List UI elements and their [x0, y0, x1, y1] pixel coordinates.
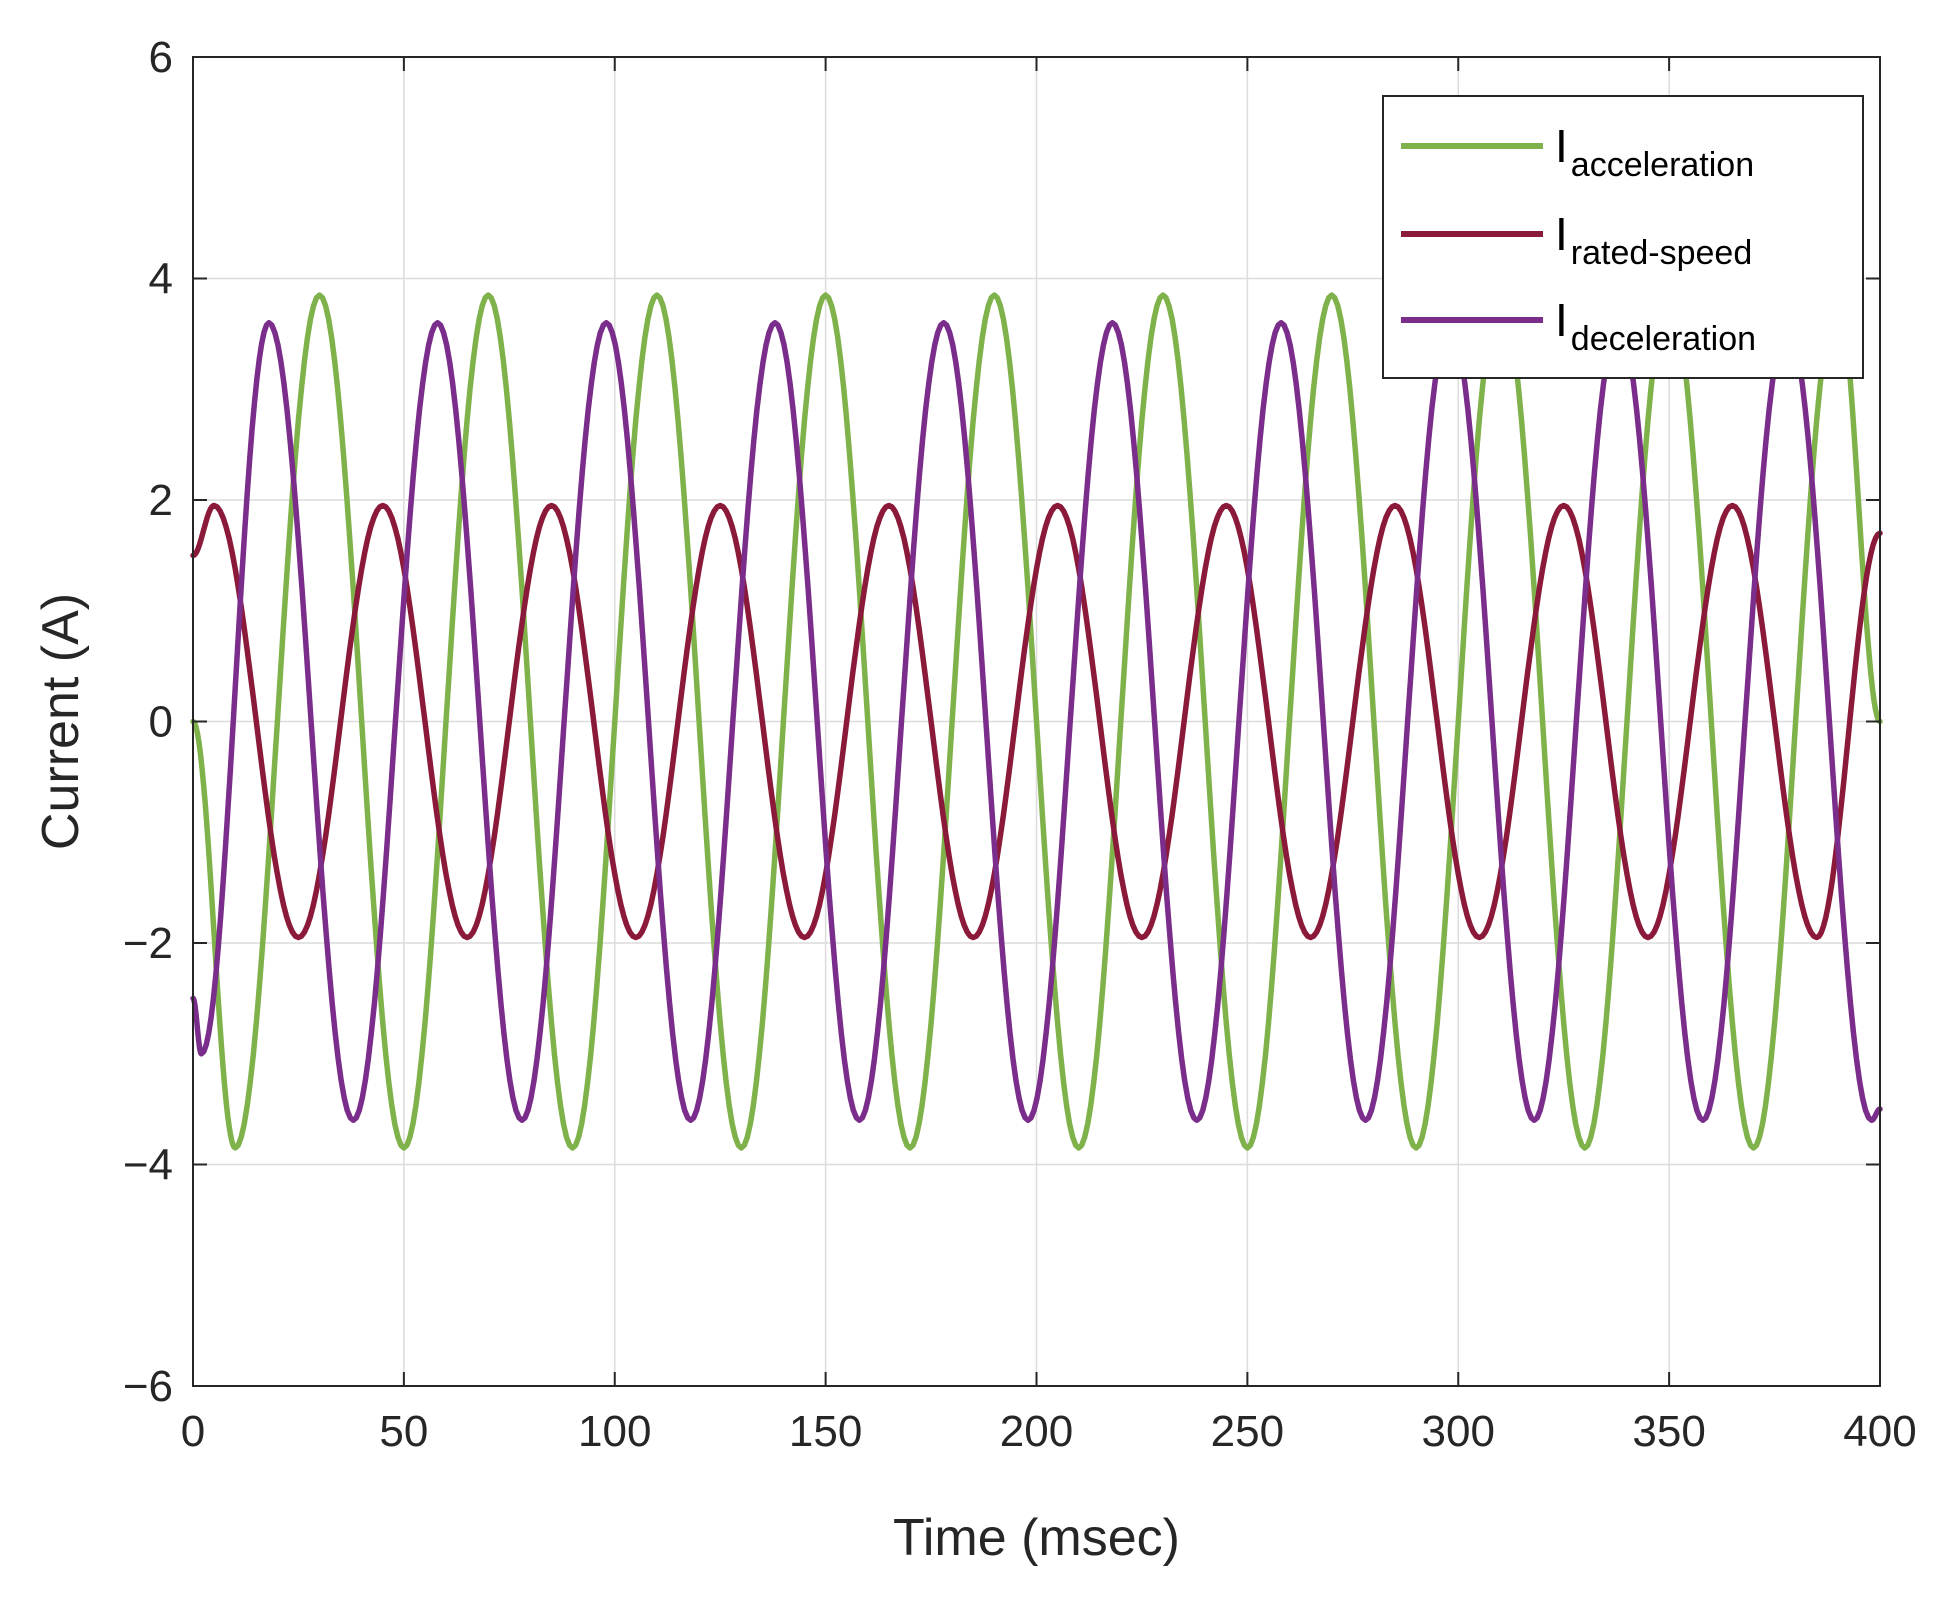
x-tick-label: 100: [578, 1407, 651, 1456]
x-tick-label: 300: [1422, 1407, 1495, 1456]
plot-lines: [190, 292, 1883, 1151]
x-tick-label: 200: [1000, 1407, 1073, 1456]
y-axis-ticks: −6 −4 −2 0 2 4 6: [123, 33, 1880, 1411]
x-tick-label: 50: [379, 1407, 428, 1456]
legend: Iacceleration Irated-speed Ideceleration: [1382, 95, 1864, 379]
x-tick-label: 350: [1632, 1407, 1705, 1456]
x-tick-label: 150: [789, 1407, 862, 1456]
x-tick-label: 0: [181, 1407, 205, 1456]
y-axis-title: Current (A): [32, 593, 90, 850]
x-tick-label: 400: [1843, 1407, 1916, 1456]
y-tick-label: −2: [123, 919, 173, 968]
x-axis-ticks: 0 50 100 150 200 250 300 350 400: [181, 57, 1917, 1456]
y-tick-label: 2: [149, 476, 173, 525]
y-tick-label: 6: [149, 33, 173, 82]
x-axis-title: Time (msec): [893, 1509, 1180, 1567]
legend-label: Iacceleration: [1555, 120, 1754, 184]
series-line-ideceleration: [190, 320, 1883, 1123]
y-tick-label: 4: [149, 255, 173, 304]
series-line-irated-speed: [190, 502, 1883, 941]
legend-label: Irated-speed: [1555, 208, 1752, 272]
y-tick-label: 0: [149, 698, 173, 747]
y-tick-label: −6: [123, 1362, 173, 1411]
x-tick-label: 250: [1211, 1407, 1284, 1456]
series-line-iacceleration: [190, 292, 1883, 1151]
y-tick-label: −4: [123, 1141, 173, 1190]
legend-label: Ideceleration: [1555, 294, 1756, 358]
